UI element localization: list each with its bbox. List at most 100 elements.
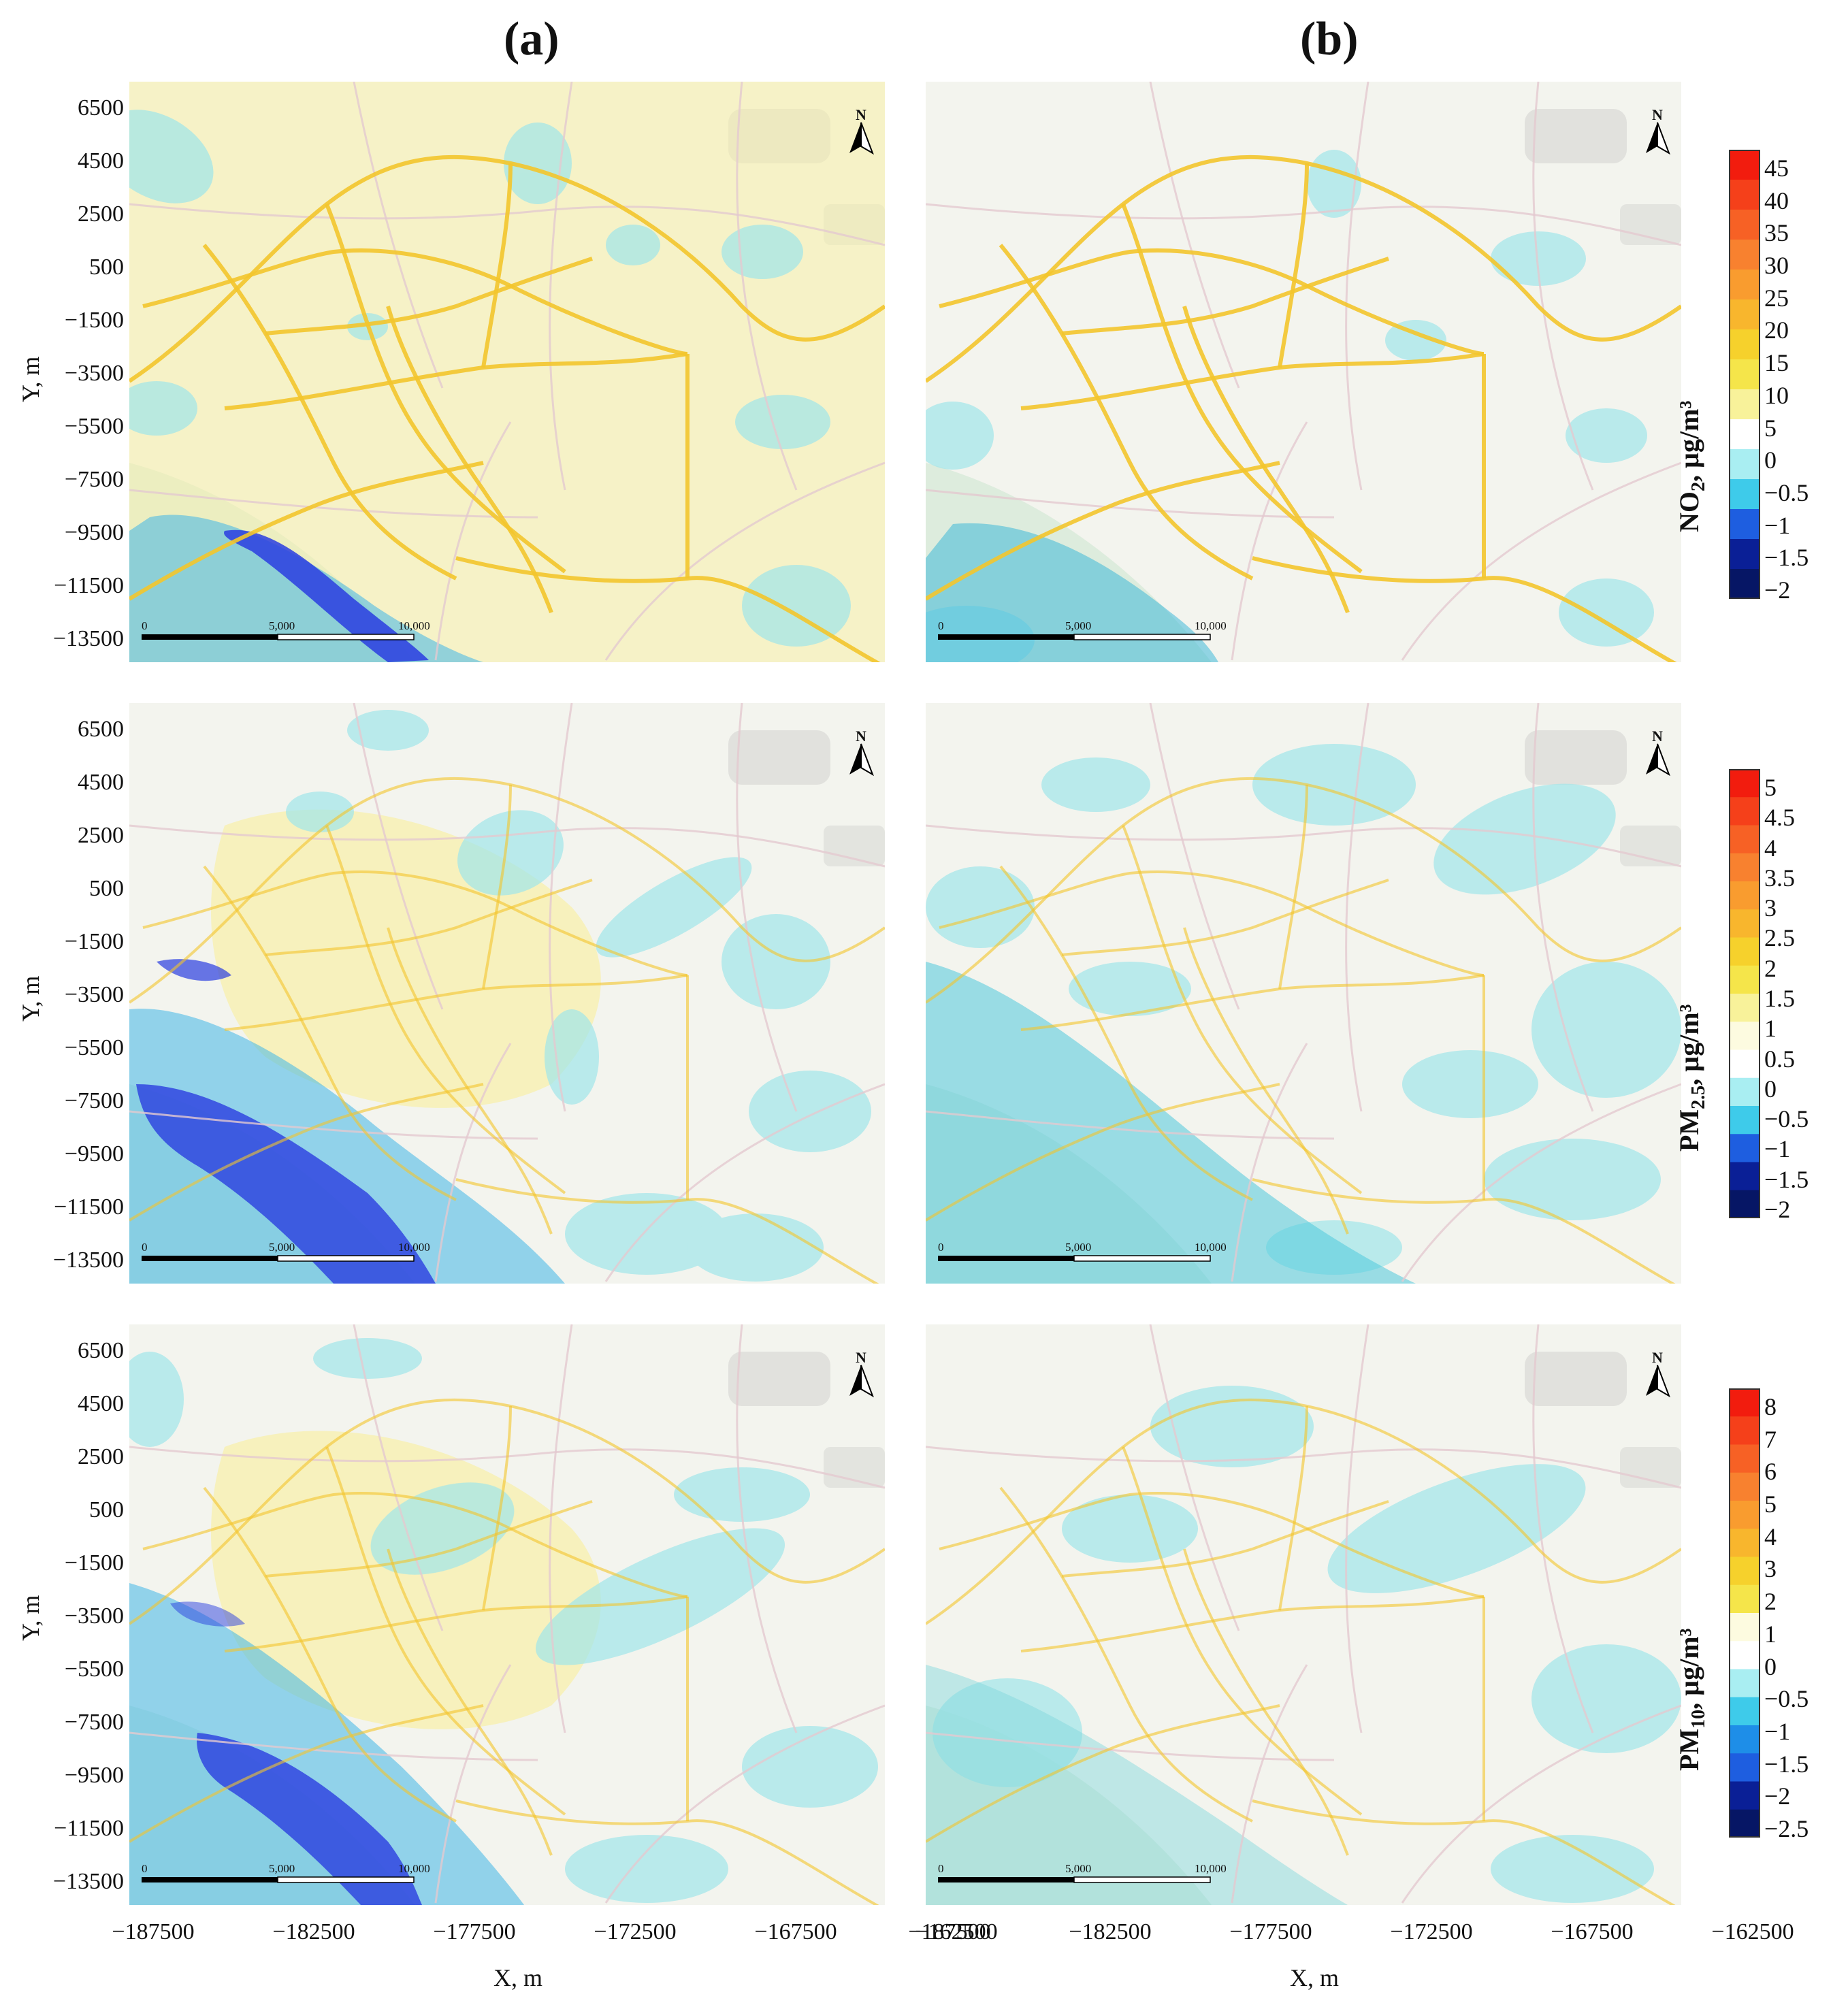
y-tick-label: 2500	[78, 201, 124, 227]
y-tick-label: −5500	[64, 1035, 124, 1060]
colorbar-tick-label: 7	[1764, 1425, 1777, 1453]
y-tick-label: −7500	[64, 467, 124, 492]
colorbar-tick-label: −1	[1764, 1717, 1791, 1745]
y-tick-label: −11500	[54, 1816, 124, 1841]
y-tick-label: −9500	[64, 520, 124, 545]
map-panel-row1-a: 0 5,000 10,000 N	[129, 82, 885, 662]
colorbar-tick-label: −2	[1764, 1196, 1791, 1223]
colorbar-tick-label: 2	[1764, 954, 1777, 982]
north-arrow-label: N	[1652, 1349, 1663, 1366]
column-title-b: (b)	[1300, 13, 1359, 65]
y-tick-label: 6500	[78, 95, 124, 120]
colorbar-tick-label: −1.5	[1764, 1750, 1809, 1778]
x-tick-label: −182500	[272, 1919, 355, 1944]
y-tick-label: 6500	[78, 717, 124, 742]
scale-bar-label: 10,000	[398, 619, 430, 632]
colorbar-tick-label: 2.5	[1764, 924, 1795, 952]
scale-bar-label: 10,000	[398, 1862, 430, 1875]
colorbar-tick-label: 15	[1764, 349, 1789, 377]
colorbar-tick-label: 0	[1764, 1652, 1777, 1680]
map-panel-row2-b: 0 5,000 10,000 N	[926, 703, 1681, 1284]
colorbar-tick-label: 1	[1764, 1015, 1777, 1043]
scale-bar-label: 5,000	[1065, 1862, 1092, 1875]
y-tick-label: 4500	[78, 770, 124, 795]
scale-bar-label: 0	[142, 1862, 148, 1875]
y-tick-label: 2500	[78, 1444, 124, 1469]
scale-bar-label: 5,000	[1065, 1241, 1092, 1254]
scale-bar-label: 5,000	[269, 1862, 295, 1875]
scale-bar-label: 0	[142, 1241, 148, 1254]
y-tick-label: −11500	[54, 573, 124, 598]
colorbar-tick-label: 3	[1764, 894, 1777, 922]
y-tick-label: −3500	[64, 982, 124, 1007]
y-tick-label: −9500	[64, 1763, 124, 1788]
colorbar-tick-label: −0.5	[1764, 1685, 1809, 1713]
y-tick-label: −13500	[52, 1869, 124, 1894]
y-tick-label: 500	[89, 876, 124, 901]
colorbar-tick-label: −1	[1764, 511, 1791, 539]
y-axis-label-row3: Y, m	[17, 1595, 44, 1641]
x-tick-label: −187500	[908, 1919, 991, 1944]
y-tick-label: −13500	[52, 1248, 124, 1273]
y-tick-label: −5500	[64, 1657, 124, 1682]
north-arrow-label: N	[856, 106, 866, 123]
scale-bar-label: 0	[938, 1241, 944, 1254]
y-tick-label: −3500	[64, 1603, 124, 1629]
colorbar-tick-label: 4	[1764, 834, 1777, 862]
scale-bar-label: 5,000	[1065, 619, 1092, 632]
x-tick-label: −167500	[754, 1919, 837, 1944]
colorbar-title-3: PM10, µg/m³	[1674, 1628, 1709, 1771]
colorbar-tick-label: 4	[1764, 1522, 1777, 1550]
column-title-a: (a)	[504, 13, 560, 65]
colorbar-tick-label: 40	[1764, 186, 1789, 214]
scale-bar-label: 5,000	[269, 1241, 295, 1254]
x-tick-label: −162500	[1711, 1919, 1794, 1944]
colorbar-title-1: NO2, µg/m³	[1674, 400, 1709, 532]
north-arrow-label: N	[856, 1349, 866, 1366]
scale-bar-label: 0	[142, 619, 148, 632]
colorbar-tick-label: 2	[1764, 1588, 1777, 1616]
map-panel-row1-b: 0 5,000 10,000 N	[926, 82, 1681, 662]
x-tick-label: −167500	[1551, 1919, 1634, 1944]
x-axis-label-a: X, m	[493, 1964, 542, 1991]
colorbar-tick-label: 0.5	[1764, 1045, 1795, 1073]
colorbar-tick-label: 1.5	[1764, 985, 1795, 1012]
y-tick-label: −5500	[64, 414, 124, 439]
colorbar-tick-label: 30	[1764, 252, 1789, 280]
colorbar-tick-label: 1	[1764, 1620, 1777, 1648]
y-tick-label: −1500	[64, 929, 124, 954]
colorbar-tick-label: 3	[1764, 1555, 1777, 1583]
colorbar-tick-label: 5	[1764, 774, 1777, 801]
x-tick-label: −187500	[112, 1919, 195, 1944]
y-tick-label: −1500	[64, 308, 124, 333]
x-axis-label-b: X, m	[1290, 1964, 1339, 1991]
map-panel-row2-a: 0 5,000 10,000 N	[129, 703, 885, 1284]
colorbar-3	[1729, 1388, 1760, 1841]
scale-bar-label: 5,000	[269, 619, 295, 632]
colorbar-tick-label: 0	[1764, 1075, 1777, 1103]
y-tick-label: −9500	[64, 1141, 124, 1167]
y-axis-label-row2: Y, m	[17, 975, 44, 1022]
scale-bar-label: 0	[938, 1862, 944, 1875]
y-tick-label: 6500	[78, 1338, 124, 1363]
colorbar-tick-label: −0.5	[1764, 478, 1809, 506]
x-tick-label: −172500	[594, 1919, 677, 1944]
y-tick-label: −11500	[54, 1194, 124, 1220]
colorbar-tick-label: 10	[1764, 381, 1789, 409]
north-arrow-label: N	[1652, 106, 1663, 123]
x-tick-label: −172500	[1390, 1919, 1473, 1944]
scale-bar-label: 10,000	[1195, 1862, 1227, 1875]
scale-bar-label: 10,000	[398, 1241, 430, 1254]
colorbar-title-2: PM2.5, µg/m³	[1674, 1004, 1709, 1152]
x-tick-label: −177500	[1229, 1919, 1312, 1944]
scale-bar-label: 10,000	[1195, 619, 1227, 632]
colorbar-tick-label: −2.5	[1764, 1815, 1809, 1842]
colorbar-tick-label: 5	[1764, 1490, 1777, 1518]
y-tick-label: 2500	[78, 823, 124, 848]
scale-bar-label: 10,000	[1195, 1241, 1227, 1254]
scale-bar-label: 0	[938, 619, 944, 632]
colorbar-tick-label: 0	[1764, 446, 1777, 474]
colorbar-tick-label: 6	[1764, 1458, 1777, 1486]
y-tick-label: 4500	[78, 148, 124, 174]
colorbar-tick-label: −2	[1764, 576, 1791, 604]
